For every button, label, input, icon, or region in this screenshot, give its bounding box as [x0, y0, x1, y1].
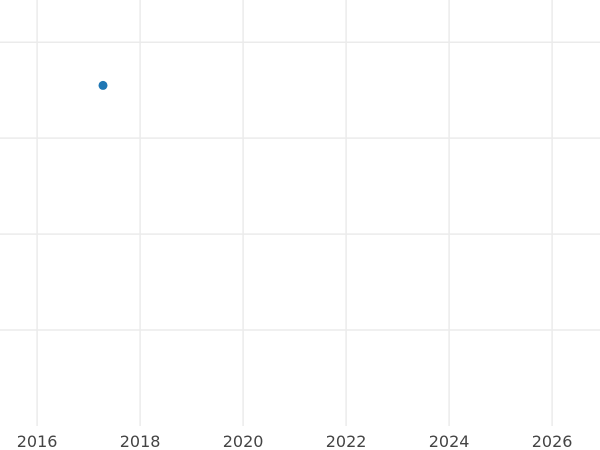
x-tick-label: 2016 — [17, 432, 58, 450]
grid — [0, 0, 600, 426]
x-tick-label: 2020 — [223, 432, 264, 450]
x-tick-label: 2026 — [532, 432, 573, 450]
data-point — [98, 80, 108, 90]
x-tick-label: 2024 — [429, 432, 470, 450]
x-tick-label: 2018 — [120, 432, 161, 450]
x-tick-label: 2022 — [326, 432, 367, 450]
x-axis-ticks: 2016 2018 2020 2022 2024 2026 — [17, 432, 573, 450]
data-points — [98, 80, 108, 90]
